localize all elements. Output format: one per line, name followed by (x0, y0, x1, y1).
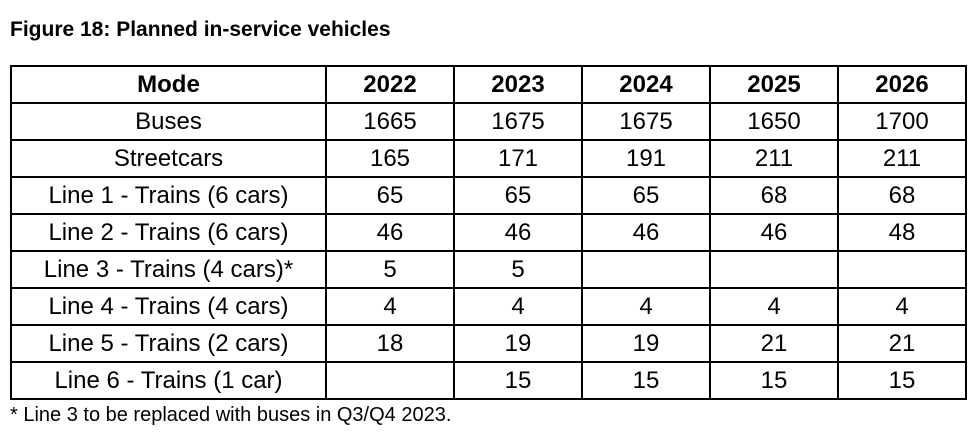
value-cell: 1675 (581, 102, 711, 141)
mode-cell: Line 6 - Trains (1 car) (10, 361, 327, 400)
value-cell: 65 (325, 176, 455, 215)
value-cell: 21 (709, 324, 839, 363)
column-header-2024: 2024 (581, 65, 711, 104)
mode-cell: Line 1 - Trains (6 cars) (10, 176, 327, 215)
value-cell: 68 (837, 176, 967, 215)
value-cell-empty (837, 250, 967, 289)
value-cell: 46 (325, 213, 455, 252)
table-row-line4: Line 4 - Trains (4 cars) 4 4 4 4 4 (10, 287, 967, 326)
planned-vehicles-table: Mode 2022 2023 2024 2025 2026 Buses 1665… (10, 65, 967, 400)
column-header-mode: Mode (10, 65, 327, 104)
value-cell-empty (581, 250, 711, 289)
value-cell: 65 (581, 176, 711, 215)
table-row-buses: Buses 1665 1675 1675 1650 1700 (10, 102, 967, 141)
value-cell: 4 (709, 287, 839, 326)
value-cell: 191 (581, 139, 711, 178)
value-cell: 46 (709, 213, 839, 252)
value-cell: 68 (709, 176, 839, 215)
value-cell: 46 (581, 213, 711, 252)
value-cell: 65 (453, 176, 583, 215)
value-cell: 211 (709, 139, 839, 178)
value-cell: 211 (837, 139, 967, 178)
value-cell: 4 (837, 287, 967, 326)
column-header-2025: 2025 (709, 65, 839, 104)
value-cell: 4 (453, 287, 583, 326)
table-header-row: Mode 2022 2023 2024 2025 2026 (10, 65, 967, 104)
value-cell: 171 (453, 139, 583, 178)
column-header-2022: 2022 (325, 65, 455, 104)
value-cell: 1650 (709, 102, 839, 141)
mode-cell: Line 5 - Trains (2 cars) (10, 324, 327, 363)
table-row-line3: Line 3 - Trains (4 cars)* 5 5 (10, 250, 967, 289)
table-row-line1: Line 1 - Trains (6 cars) 65 65 65 68 68 (10, 176, 967, 215)
mode-cell: Line 4 - Trains (4 cars) (10, 287, 327, 326)
value-cell: 15 (581, 361, 711, 400)
figure-title: Figure 18: Planned in-service vehicles (10, 18, 391, 41)
mode-cell: Line 3 - Trains (4 cars)* (10, 250, 327, 289)
value-cell: 165 (325, 139, 455, 178)
table-row-line6: Line 6 - Trains (1 car) 15 15 15 15 (10, 361, 967, 400)
value-cell: 15 (453, 361, 583, 400)
table-row-streetcars: Streetcars 165 171 191 211 211 (10, 139, 967, 178)
value-cell: 4 (581, 287, 711, 326)
table-row-line5: Line 5 - Trains (2 cars) 18 19 19 21 21 (10, 324, 967, 363)
value-cell: 4 (325, 287, 455, 326)
value-cell: 15 (709, 361, 839, 400)
value-cell: 48 (837, 213, 967, 252)
table-row-line2: Line 2 - Trains (6 cars) 46 46 46 46 48 (10, 213, 967, 252)
mode-cell: Buses (10, 102, 327, 141)
mode-cell: Line 2 - Trains (6 cars) (10, 213, 327, 252)
column-header-2023: 2023 (453, 65, 583, 104)
value-cell: 19 (453, 324, 583, 363)
value-cell: 5 (325, 250, 455, 289)
value-cell: 1665 (325, 102, 455, 141)
value-cell: 15 (837, 361, 967, 400)
value-cell: 5 (453, 250, 583, 289)
value-cell-empty (709, 250, 839, 289)
value-cell: 18 (325, 324, 455, 363)
mode-cell: Streetcars (10, 139, 327, 178)
value-cell: 19 (581, 324, 711, 363)
value-cell: 46 (453, 213, 583, 252)
value-cell: 21 (837, 324, 967, 363)
value-cell: 1700 (837, 102, 967, 141)
value-cell-empty (325, 361, 455, 400)
column-header-2026: 2026 (837, 65, 967, 104)
footnote: * Line 3 to be replaced with buses in Q3… (10, 404, 452, 426)
value-cell: 1675 (453, 102, 583, 141)
